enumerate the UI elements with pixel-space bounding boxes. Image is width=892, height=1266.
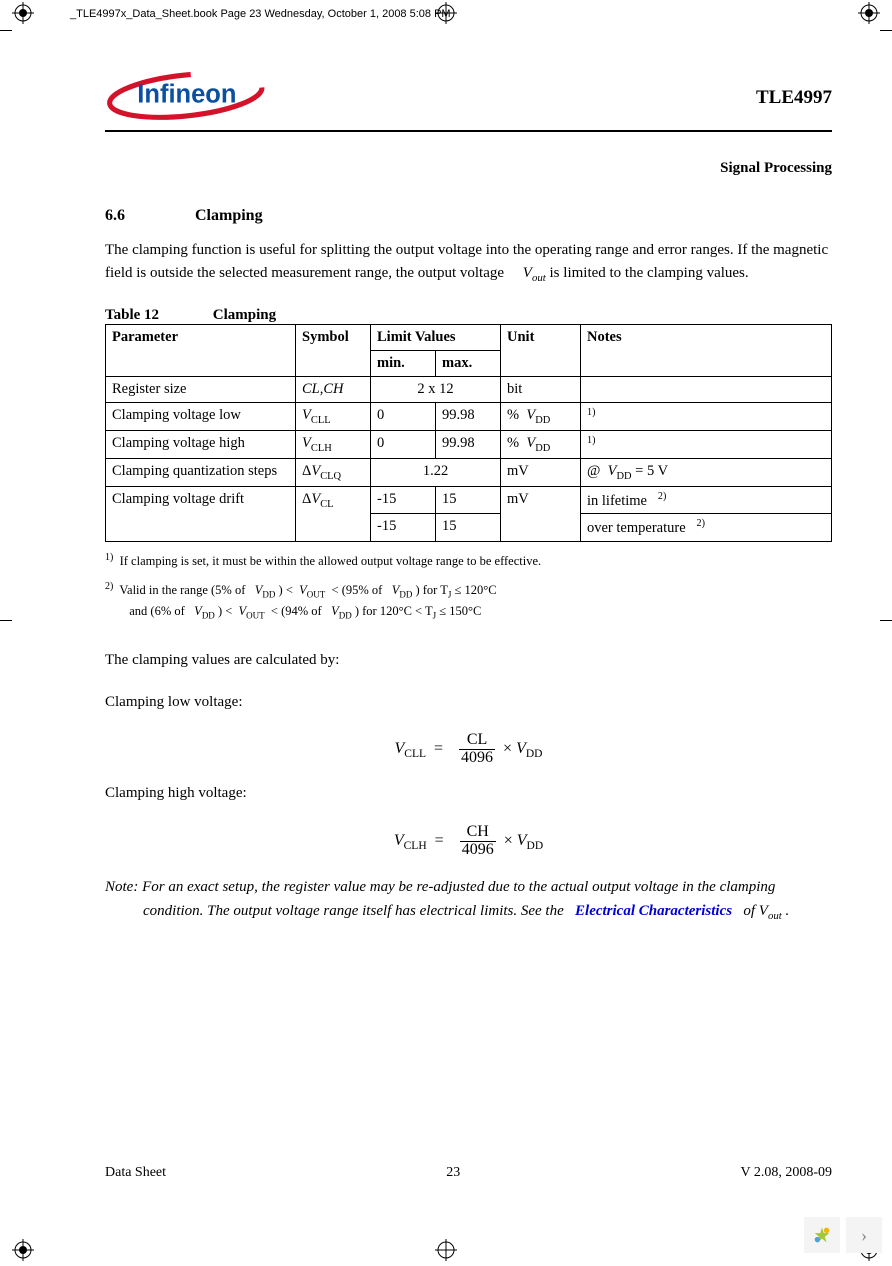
eq-high-den: 4096 [460, 842, 496, 859]
note-body-2: of V [743, 903, 768, 919]
eq-low-label: Clamping low voltage: [105, 691, 832, 714]
footnote-1: 1) If clamping is set, it must be within… [105, 550, 832, 571]
intro-var-vout: Vout [523, 265, 546, 281]
crop-mark-bottom-center [435, 1239, 457, 1261]
eq-high-label: Clamping high voltage: [105, 782, 832, 805]
section-title: Clamping [195, 207, 263, 225]
note-paragraph: Note: For an exact setup, the register v… [105, 876, 832, 924]
logo-text: Infineon [137, 80, 236, 108]
clamping-table: ParameterSymbolLimit ValuesUnitNotesmin.… [105, 324, 832, 542]
nav-next-button[interactable]: › [846, 1217, 882, 1253]
footer-page-number: 23 [446, 1165, 460, 1181]
page-meta-text: _TLE4997x_Data_Sheet.book Page 23 Wednes… [70, 8, 451, 20]
eq-high-num: CH [460, 824, 496, 842]
side-tick-top-left [0, 30, 12, 31]
side-tick-left [0, 620, 12, 621]
side-tick-top-right [880, 30, 892, 31]
eq-low-den: 4096 [459, 750, 495, 767]
nav-app-icon[interactable] [804, 1217, 840, 1253]
intro-text-2: is limited to the clamping values. [550, 265, 749, 281]
bottom-nav: › [804, 1217, 882, 1253]
equation-low: VCLL = CL4096 × VDD [105, 732, 832, 767]
table-caption-num: Table 12 [105, 307, 159, 323]
crop-mark-top-left [12, 2, 34, 24]
eq-low-num: CL [459, 732, 495, 750]
footnote-2: 2) Valid in the range (5% of VDD ) < VOU… [105, 579, 832, 623]
calc-intro: The clamping values are calculated by: [105, 649, 832, 672]
footer-left: Data Sheet [105, 1165, 166, 1181]
section-number: 6.6 [105, 207, 125, 225]
crop-mark-top-right [858, 2, 880, 24]
footer-right: V 2.08, 2008-09 [740, 1165, 832, 1181]
footnote-1-num: 1) [105, 552, 113, 563]
page-header: Infineon TLE4997 [105, 70, 832, 132]
footnote-2-num: 2) [105, 581, 113, 592]
electrical-characteristics-link[interactable]: Electrical Characteristics [575, 903, 732, 919]
table-caption: Table 12 Clamping [105, 307, 832, 324]
table-caption-title: Clamping [213, 307, 276, 323]
note-body-3: . [782, 903, 790, 919]
product-title: TLE4997 [756, 87, 832, 109]
note-prefix: Note: [105, 879, 142, 895]
equation-high: VCLH = CH4096 × VDD [105, 824, 832, 859]
intro-paragraph: The clamping function is useful for spli… [105, 239, 832, 287]
page-footer: Data Sheet 23 V 2.08, 2008-09 [105, 1165, 832, 1181]
section-subhead: Signal Processing [105, 160, 832, 177]
crop-mark-bottom-left [12, 1239, 34, 1261]
footnote-1-text: If clamping is set, it must be within th… [120, 554, 542, 568]
footnote-2-text: Valid in the range (5% of VDD ) < VOUT <… [119, 583, 496, 618]
infineon-logo: Infineon [105, 70, 275, 126]
side-tick-right [880, 620, 892, 621]
